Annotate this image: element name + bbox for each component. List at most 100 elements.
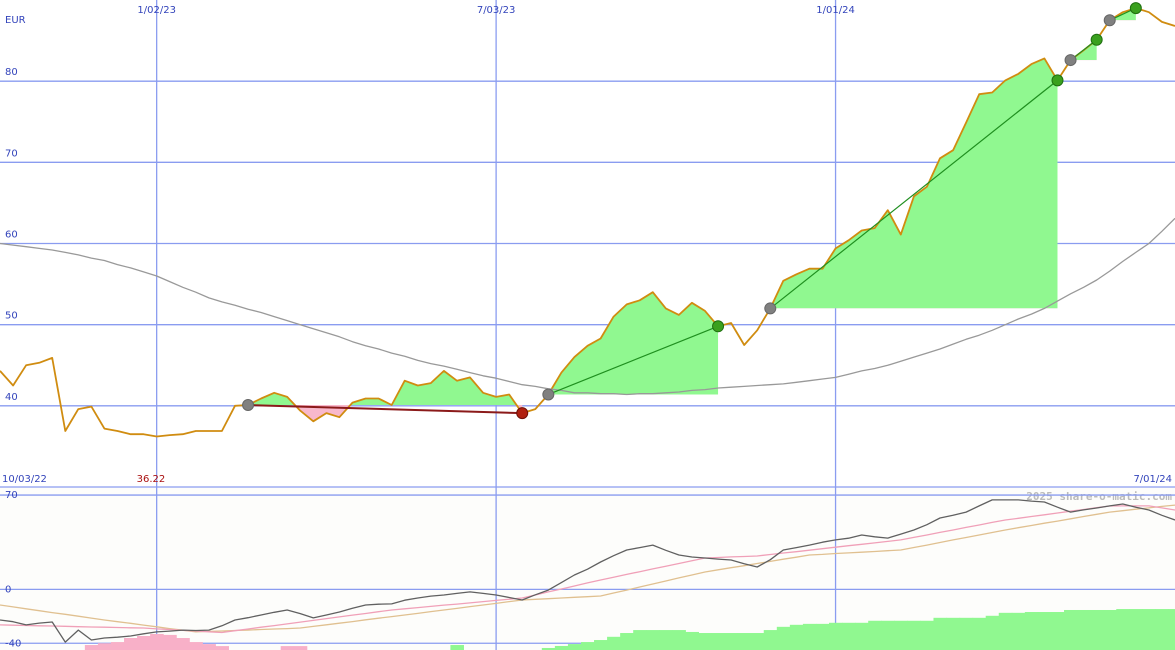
histogram-bar [607,636,621,650]
histogram-bar [737,633,752,650]
histogram-bar [280,646,295,650]
histogram-bar [750,633,765,650]
histogram-bar [724,633,739,650]
histogram-bar [1142,609,1156,650]
entry-marker [1103,14,1116,27]
histogram-bar [97,643,112,650]
histogram-bar [829,622,843,650]
histogram-bar [711,633,726,650]
x-tick-label: 7/03/23 [477,5,516,16]
histogram-bar [881,620,895,650]
trade-loss-area [248,405,523,422]
y-tick-label: 70 [5,148,18,159]
exit-marker [516,407,529,420]
histogram-bar [1024,612,1039,650]
histogram-bar [580,642,595,650]
y-tick-label: 80 [5,67,18,78]
histogram-bar [150,633,164,650]
y-unit: EUR [5,15,26,26]
histogram-bar [685,631,699,650]
series-line [0,217,1175,396]
histogram-bar [802,623,817,650]
histogram-bar [1103,609,1117,650]
entry-marker [542,388,555,401]
y-tick-label: 40 [5,392,18,403]
entry-marker [764,302,777,315]
period-start: 10/03/22 [2,474,47,485]
histogram-bar [907,620,921,650]
histogram-bar [1116,609,1130,650]
histogram-bar [450,645,464,650]
histogram-bar [202,644,216,650]
histogram-bar [215,646,229,650]
histogram-bar [959,617,974,650]
histogram-bar [1077,609,1091,650]
trade-line [769,79,1058,309]
exit-marker [1090,33,1103,46]
histogram-bar [163,634,177,650]
histogram-bar [567,644,582,650]
histogram-bar [894,620,908,650]
histogram-bar [789,624,804,650]
histogram-bar [776,626,791,650]
histogram-bar [646,630,660,650]
entry-marker [242,399,255,412]
histogram-bar [815,623,830,650]
histogram-bar [659,630,673,650]
trade-gain-area [548,292,719,395]
histogram-bar [620,633,634,650]
histogram-bar [985,615,1000,650]
trade-gain-area [770,58,1058,309]
histogram-bar [1090,609,1104,650]
trade-gain-area [1070,39,1097,61]
y-tick-label: 60 [5,230,18,241]
histogram-bar [124,638,138,650]
histogram-bar [594,640,608,650]
exit-marker [712,320,725,333]
period-end: 7/01/24 [1133,474,1172,485]
histogram-bar [541,647,556,650]
histogram-bar [998,612,1013,650]
series-line [0,504,1175,633]
trade-line [248,404,523,415]
histogram-bar [1050,612,1065,650]
histogram-bar [698,633,713,650]
histogram-bar [763,630,778,650]
histogram-bar [1037,612,1052,650]
histogram-bar [84,645,99,650]
histogram-bar [1129,609,1143,650]
y-tick-label: 70 [5,490,18,501]
y-tick-label: -40 [5,638,21,649]
entry-marker [1064,54,1077,67]
histogram-bar [633,630,647,650]
histogram-bar [176,638,190,650]
histogram-bar [842,622,856,650]
histogram-bar [972,617,987,650]
y-tick-label: 50 [5,311,18,322]
exit-marker [1051,74,1064,87]
y-tick-label: 0 [5,584,11,595]
histogram-bar [1155,609,1169,650]
histogram-bar [855,622,869,650]
x-tick-label: 1/02/23 [137,5,176,16]
histogram-bar [1011,612,1026,650]
min-value-label: 36.22 [137,474,166,485]
watermark: 2025 share-o-matic.com [1026,490,1172,503]
histogram-bar [946,617,961,650]
histogram-bar [137,635,151,650]
histogram-bar [672,630,686,650]
histogram-bar [1064,609,1078,650]
histogram-bar [293,646,308,650]
histogram-bar [868,620,882,650]
histogram-bar [1168,609,1175,650]
exit-marker [1129,2,1142,15]
trade-gain-area [248,370,523,406]
series-line [0,7,1175,438]
histogram-bar [189,642,203,650]
histogram-bar [920,620,934,650]
histogram-bar [110,642,125,650]
histogram-bar [554,645,569,650]
x-tick-label: 1/01/24 [816,5,855,16]
